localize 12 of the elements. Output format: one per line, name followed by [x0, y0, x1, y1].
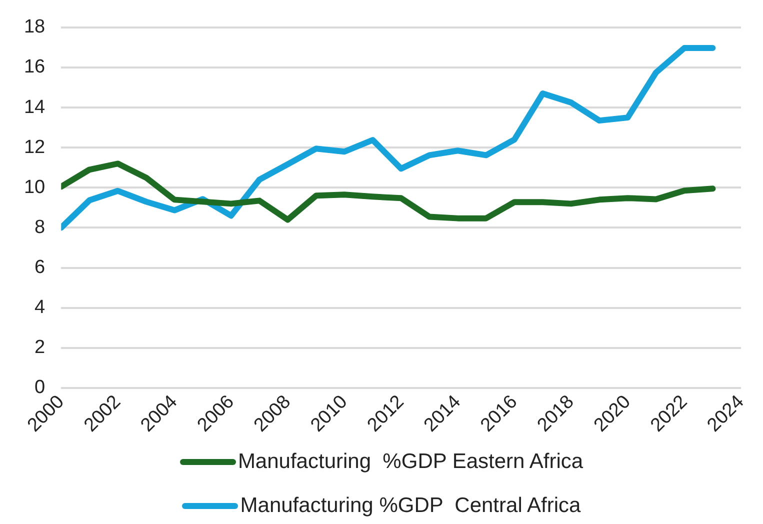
y-tick-label: 6: [34, 257, 46, 278]
y-tick-label: 12: [24, 136, 46, 158]
y-tick-label: 2: [34, 337, 46, 358]
legend-label: Manufacturing %GDP Eastern Africa: [238, 450, 584, 474]
y-tick-label: 4: [34, 297, 46, 318]
y-tick-label: 0: [34, 377, 46, 398]
y-tick-label: 18: [24, 16, 46, 38]
y-tick-label: 14: [24, 96, 46, 118]
legend-label: Manufacturing %GDP Central Africa: [240, 494, 581, 518]
y-tick-label: 16: [24, 56, 46, 78]
y-tick-label: 8: [34, 216, 46, 238]
y-tick-label: 10: [24, 176, 46, 198]
